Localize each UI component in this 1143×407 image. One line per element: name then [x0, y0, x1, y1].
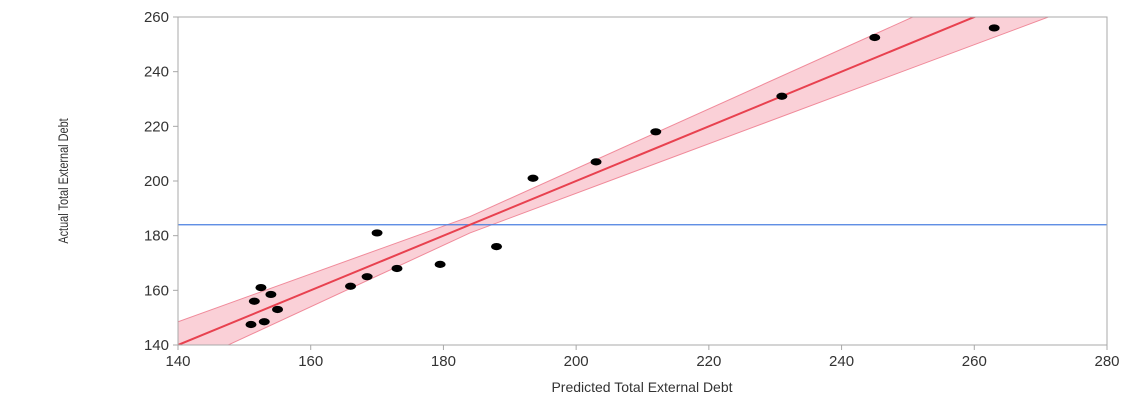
x-tick-label: 280: [1094, 353, 1119, 370]
confidence-band: [178, 17, 1049, 345]
x-tick-label: 220: [696, 353, 721, 370]
data-point: [272, 305, 284, 314]
x-tick-label: 200: [564, 353, 589, 370]
x-tick-label: 260: [962, 353, 987, 370]
x-axis: 140 160 180 200 220 240 260 280: [165, 345, 1120, 370]
confidence-band-lower-edge: [226, 17, 1050, 345]
y-tick-label: 180: [144, 228, 169, 245]
y-tick-label: 260: [144, 9, 169, 26]
x-axis-title: Predicted Total External Debt: [551, 379, 732, 395]
data-point: [988, 24, 1000, 32]
confidence-band-upper-edge: [178, 17, 915, 323]
data-point: [248, 297, 260, 305]
data-point: [245, 320, 257, 329]
confidence-band-layer: [178, 17, 1050, 345]
data-point: [869, 33, 881, 42]
data-point: [258, 318, 270, 326]
data-point: [776, 92, 788, 100]
data-point: [345, 282, 357, 290]
y-tick-label: 160: [144, 282, 169, 299]
data-point: [255, 284, 267, 292]
data-point: [527, 174, 539, 182]
data-point: [391, 264, 403, 273]
y-axis-title: Actual Total External Debt: [56, 118, 72, 244]
data-point: [361, 273, 373, 281]
data-point: [371, 229, 383, 237]
fit-line-layer: [178, 17, 977, 345]
y-tick-label: 200: [144, 173, 169, 190]
data-point: [434, 260, 446, 268]
y-tick-label: 140: [144, 337, 169, 354]
data-point: [265, 290, 277, 299]
fit-line: [178, 17, 977, 345]
y-tick-label: 240: [144, 64, 169, 81]
x-tick-label: 240: [829, 353, 854, 370]
data-point: [650, 128, 662, 136]
data-point: [491, 243, 503, 251]
x-tick-label: 180: [431, 353, 456, 370]
y-tick-label: 220: [144, 118, 169, 135]
x-tick-label: 140: [165, 353, 190, 370]
data-point: [590, 158, 602, 166]
points-layer: [245, 24, 1000, 329]
y-axis: 140 160 180 200 220 240 260: [144, 9, 178, 354]
x-tick-label: 160: [298, 353, 323, 370]
